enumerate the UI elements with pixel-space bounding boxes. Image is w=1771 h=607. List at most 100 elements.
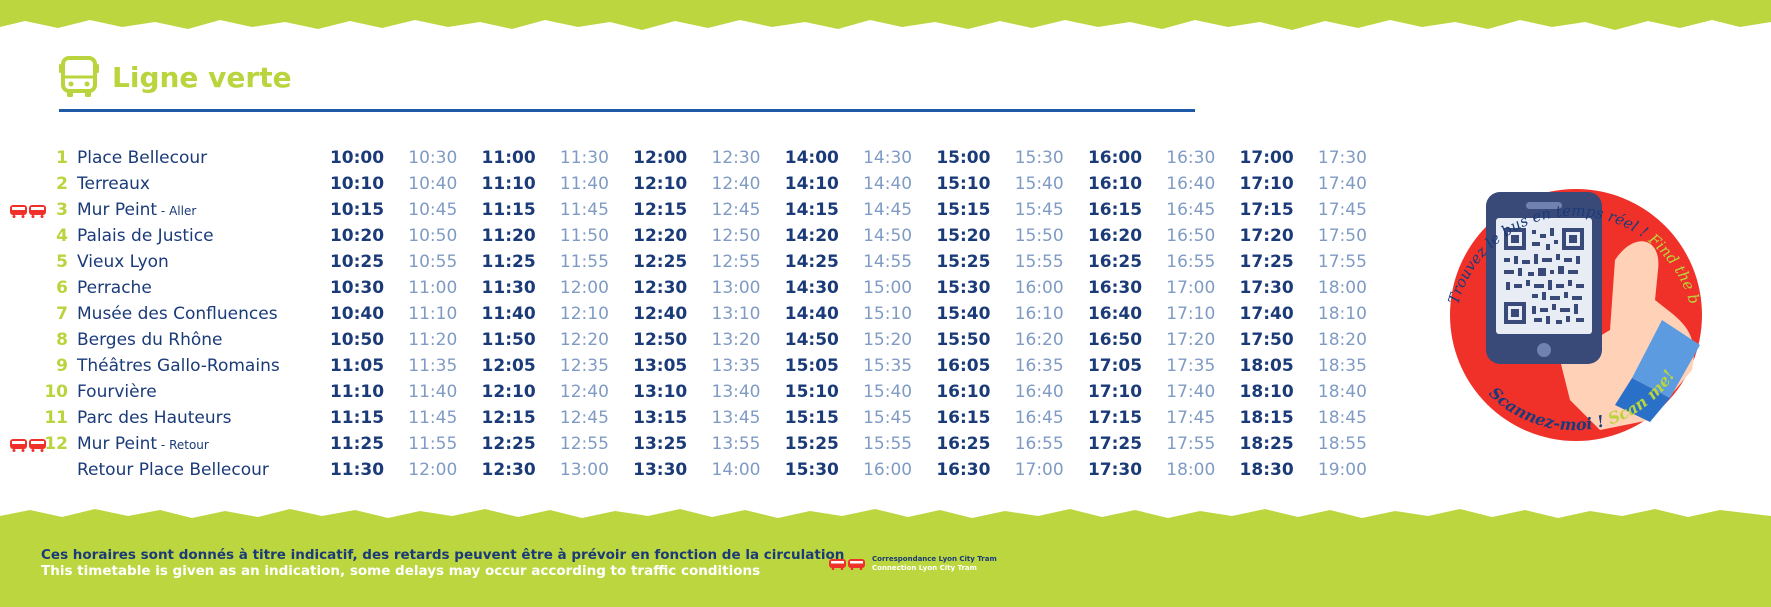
departure-time: 15:10 xyxy=(936,174,991,194)
departure-time: 14:20 xyxy=(784,226,839,246)
stop-number: 6 xyxy=(56,278,68,298)
table-row: Retour Place Bellecour 11:30 12:00 12:30 13:… xyxy=(0,457,1400,483)
departure-time: 15:55 xyxy=(863,434,913,454)
departure-time: 15:40 xyxy=(936,304,991,324)
departure-time: 17:55 xyxy=(1166,434,1216,454)
departure-time: 15:20 xyxy=(936,226,991,246)
departure-time: 13:40 xyxy=(711,382,761,402)
departure-time: 11:50 xyxy=(559,226,609,246)
departure-time: 11:55 xyxy=(559,252,609,272)
departure-time: 12:00 xyxy=(408,460,458,480)
departure-time: 18:10 xyxy=(1239,382,1294,402)
departure-time: 13:10 xyxy=(711,304,761,324)
table-row: 4 Palais de Justice 10:20 10:50 11:20 11:50 12… xyxy=(0,223,1400,249)
stop-name-label: Musée des Confluences xyxy=(77,304,278,324)
departure-time: 15:45 xyxy=(1014,200,1064,220)
departure-time: 13:35 xyxy=(711,356,761,376)
departure-time: 17:30 xyxy=(1317,148,1367,168)
departure-time: 10:40 xyxy=(408,174,458,194)
footer-note: Ces horaires sont donnés à titre indicat… xyxy=(41,547,844,579)
departure-time: 17:00 xyxy=(1166,278,1216,298)
stop-name-label: Mur Peint xyxy=(77,200,158,220)
departure-time: 12:55 xyxy=(559,434,609,454)
departure-time: 17:40 xyxy=(1317,174,1367,194)
departure-time: 11:40 xyxy=(481,304,536,324)
departure-time: 10:55 xyxy=(408,252,458,272)
stop-number: 8 xyxy=(56,330,68,350)
stop-name-label: Berges du Rhône xyxy=(77,330,223,350)
departure-time: 15:45 xyxy=(863,408,913,428)
departure-time: 12:15 xyxy=(481,408,536,428)
departure-time: 18:30 xyxy=(1239,460,1294,480)
departure-time: 13:10 xyxy=(633,382,688,402)
departure-time: 17:55 xyxy=(1317,252,1367,272)
departure-time: 12:55 xyxy=(711,252,761,272)
departure-time: 18:05 xyxy=(1239,356,1294,376)
departure-time: 17:20 xyxy=(1239,226,1294,246)
departure-time: 15:00 xyxy=(863,278,913,298)
stop-number: 2 xyxy=(56,174,68,194)
departure-time: 16:45 xyxy=(1166,200,1216,220)
table-row: 1 Place Bellecour 10:00 10:30 11:00 11:30 12:0… xyxy=(0,145,1400,171)
stop-name-label: Palais de Justice xyxy=(77,226,214,246)
stop-name-label: Mur Peint xyxy=(77,434,158,454)
departure-time: 11:35 xyxy=(408,356,458,376)
stop-name-label: Parc des Hauteurs xyxy=(77,408,232,428)
departure-time: 18:40 xyxy=(1317,382,1367,402)
stop-name: Mur Peint - Retour xyxy=(77,431,209,458)
departure-time: 16:50 xyxy=(1166,226,1216,246)
departure-time: 18:55 xyxy=(1317,434,1367,454)
departure-time: 13:05 xyxy=(633,356,688,376)
tram-icon xyxy=(10,203,47,222)
qr-code-block: Trouvez le bus en temps réel ! Find the … xyxy=(1400,130,1703,441)
departure-time: 17:40 xyxy=(1166,382,1216,402)
stop-number: 10 xyxy=(44,382,68,402)
departure-time: 18:10 xyxy=(1317,304,1367,324)
departure-time: 12:50 xyxy=(711,226,761,246)
departure-time: 14:15 xyxy=(784,200,839,220)
stop-name: Berges du Rhône xyxy=(77,327,223,353)
departure-time: 14:50 xyxy=(784,330,839,350)
departure-time: 14:45 xyxy=(863,200,913,220)
departure-time: 12:10 xyxy=(481,382,536,402)
tram-icon xyxy=(10,437,47,456)
departure-time: 11:05 xyxy=(329,356,385,376)
stop-name: Palais de Justice xyxy=(77,223,214,249)
departure-time: 15:50 xyxy=(936,330,991,350)
bus-icon xyxy=(59,56,99,97)
stop-number: 4 xyxy=(56,226,68,246)
stop-name-label: Fourvière xyxy=(77,382,157,402)
departure-time: 15:55 xyxy=(1014,252,1064,272)
departure-time: 11:30 xyxy=(559,148,609,168)
departure-time: 16:10 xyxy=(936,382,991,402)
departure-time: 17:40 xyxy=(1239,304,1294,324)
departure-time: 14:40 xyxy=(863,174,913,194)
departure-time: 13:55 xyxy=(711,434,761,454)
departure-time: 18:25 xyxy=(1239,434,1294,454)
departure-time: 14:00 xyxy=(784,148,839,168)
departure-time: 11:15 xyxy=(481,200,536,220)
departure-time: 11:45 xyxy=(408,408,458,428)
departure-time: 12:30 xyxy=(633,278,688,298)
stop-name: Place Bellecour xyxy=(77,145,207,171)
departure-time: 14:40 xyxy=(784,304,839,324)
departure-time: 16:40 xyxy=(1014,382,1064,402)
tram-legend-fr: Correspondance Lyon City Tram xyxy=(872,555,997,563)
departure-time: 15:05 xyxy=(784,356,839,376)
departure-time: 16:55 xyxy=(1014,434,1064,454)
stop-name-label: Vieux Lyon xyxy=(77,252,169,272)
departure-time: 16:25 xyxy=(1087,252,1143,272)
departure-time: 15:40 xyxy=(863,382,913,402)
departure-time: 17:10 xyxy=(1239,174,1294,194)
departure-time: 17:50 xyxy=(1317,226,1367,246)
stop-name: Musée des Confluences xyxy=(77,301,278,327)
departure-time: 10:40 xyxy=(329,304,385,324)
departure-time: 12:45 xyxy=(559,408,609,428)
departure-time: 18:20 xyxy=(1317,330,1367,350)
stop-number: 12 xyxy=(44,434,68,454)
departure-time: 12:35 xyxy=(559,356,609,376)
departure-time: 14:50 xyxy=(863,226,913,246)
departure-time: 17:25 xyxy=(1087,434,1143,454)
departure-time: 12:15 xyxy=(633,200,688,220)
departure-time: 11:15 xyxy=(329,408,385,428)
